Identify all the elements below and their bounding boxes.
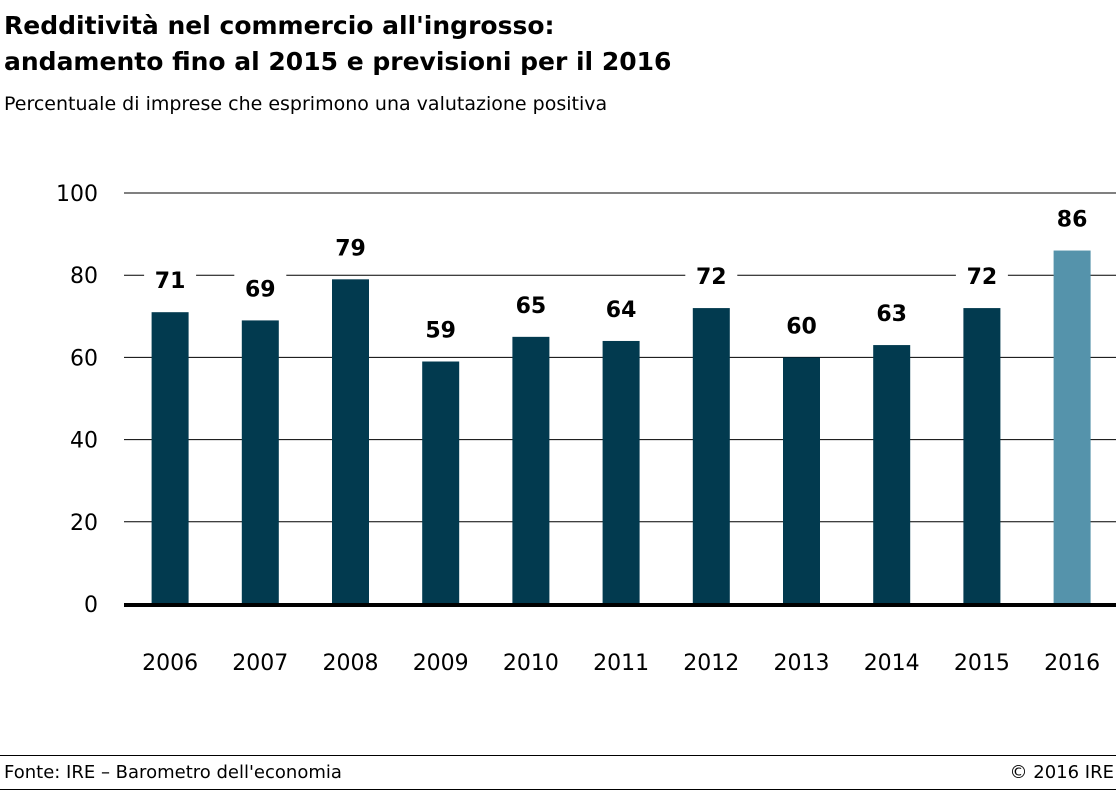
x-tick-label-2012: 2012 [683,651,739,676]
bar-2006 [151,312,189,604]
data-label-2008: 79 [335,236,366,261]
bar-2008 [332,279,369,604]
data-label-bg-2016 [1046,204,1099,235]
footer-divider-bottom [0,789,1116,790]
data-label-bg-2011 [595,294,648,325]
data-label-2016: 86 [1057,208,1088,233]
y-tick-label-100: 100 [56,182,98,207]
data-label-bg-2015 [955,262,1008,293]
data-label-2009: 59 [425,319,456,344]
bar-2014 [873,345,911,604]
data-label-bg-2010 [504,290,557,321]
bars [124,250,1116,607]
bar-2011 [602,340,640,604]
bar-2012 [692,308,730,604]
x-tick-label-2009: 2009 [413,651,469,676]
data-label-2013: 60 [786,314,817,339]
data-label-2015: 72 [967,265,998,290]
bar-2007 [241,320,279,604]
bar-2015 [963,308,1001,604]
x-tick-label-2007: 2007 [232,651,288,676]
x-tick-label-2006: 2006 [142,651,198,676]
bar-2010 [512,336,550,604]
chart-subtitle: Percentuale di imprese che esprimono una… [4,93,608,115]
footer-divider-top [0,755,1116,756]
data-label-bg-2014 [865,299,918,330]
data-label-2011: 64 [606,298,637,323]
chart-title: Redditività nel commercio all'ingrosso: … [4,8,671,80]
data-label-bg-2009 [414,315,467,346]
y-tick-label-80: 80 [70,264,98,289]
data-label-2010: 65 [516,294,547,319]
x-tick-label-2014: 2014 [864,651,920,676]
y-tick-label-60: 60 [70,346,98,371]
y-axis-tick-labels: 0 20 40 60 80 100 [56,182,98,618]
data-label-bg-2006 [144,266,197,297]
data-label-2014: 63 [876,302,907,327]
y-tick-label-20: 20 [70,511,98,536]
x-tick-label-2016: 2016 [1044,651,1100,676]
data-label-bg-2007 [234,274,287,305]
x-tick-label-2015: 2015 [954,651,1010,676]
x-tick-label-2010: 2010 [503,651,559,676]
data-label-2012: 72 [696,265,727,290]
chart-title-line-2: andamento fino al 2015 e previsioni per … [4,47,672,76]
x-axis-tick-labels: 2006 2007 2008 2009 2010 2011 2012 2013 2014 2015… [142,651,1100,676]
chart-title-line-1: Redditività nel commercio all'ingrosso: [4,11,555,40]
source-note: Fonte: IRE – Barometro dell'economia [4,762,342,783]
bar-2009 [422,361,460,604]
x-tick-label-2011: 2011 [593,651,649,676]
bar-2016 [1053,250,1091,605]
y-tick-label-0: 0 [84,593,98,618]
bar-2013 [783,357,820,604]
data-label-2006: 71 [155,269,186,294]
x-tick-label-2013: 2013 [774,651,830,676]
data-label-bg-2012 [685,262,738,293]
y-tick-label-40: 40 [70,429,98,454]
data-label-bg-2008 [324,233,377,264]
x-tick-label-2008: 2008 [323,651,379,676]
data-labels: 71 69 79 59 65 64 72 60 63 72 86 [144,204,1099,346]
copyright-note: © 2016 IRE [1009,762,1114,783]
data-label-bg-2013 [775,311,828,342]
data-label-2007: 69 [245,277,276,302]
